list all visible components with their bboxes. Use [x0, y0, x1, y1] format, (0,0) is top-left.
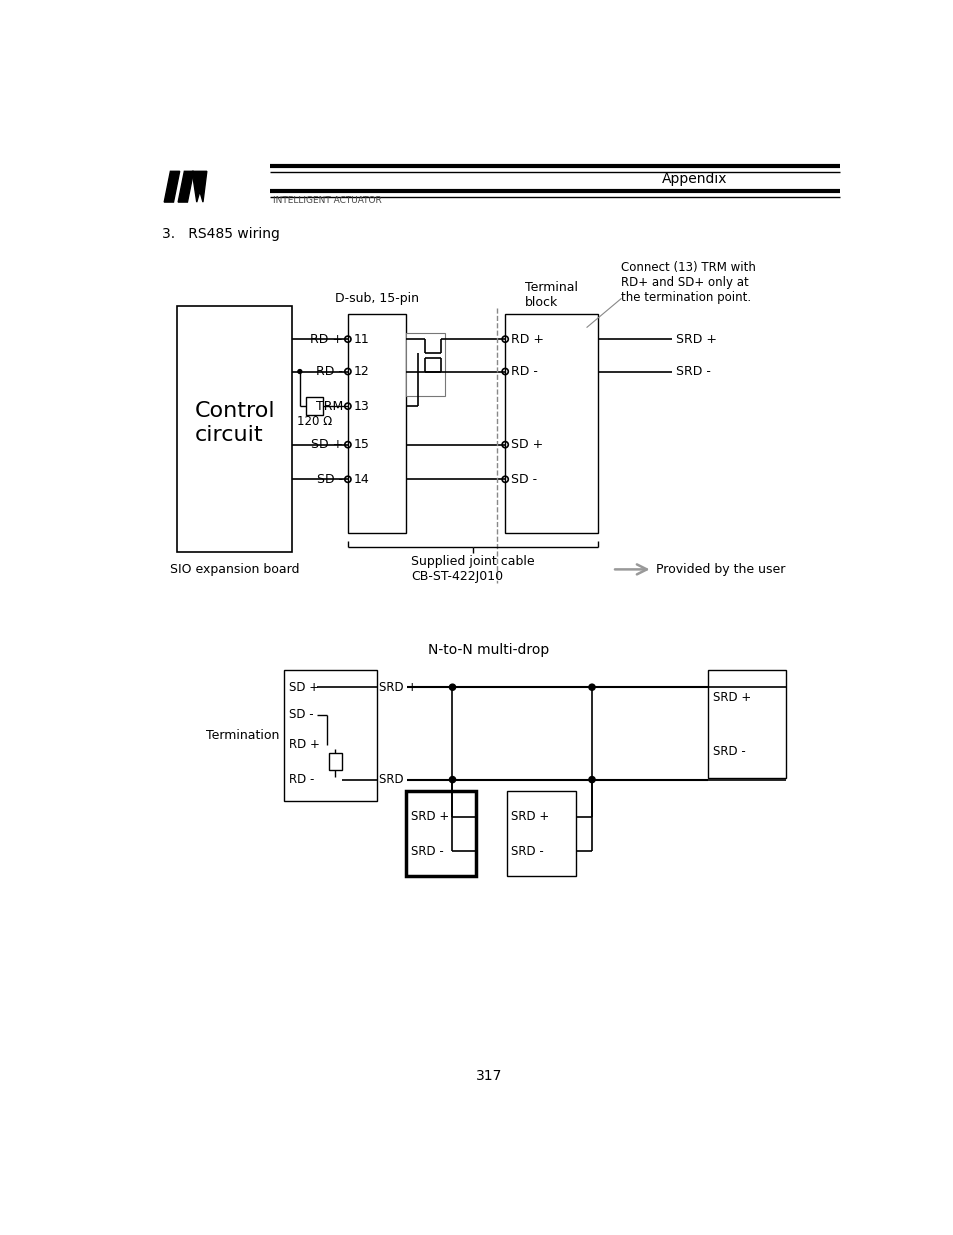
Text: 120 Ω: 120 Ω	[296, 415, 332, 429]
Text: Provided by the user: Provided by the user	[656, 563, 785, 576]
Bar	[329, 752, 341, 769]
Text: SRD +: SRD +	[675, 332, 716, 346]
Text: RD -: RD -	[511, 366, 537, 378]
Text: RD +: RD +	[289, 739, 319, 751]
Text: D-sub, 15-pin: D-sub, 15-pin	[335, 291, 418, 305]
Bar	[406, 333, 444, 396]
Text: SD -: SD -	[511, 473, 537, 485]
Text: 14: 14	[354, 473, 370, 485]
Circle shape	[588, 684, 595, 690]
Bar	[284, 671, 377, 802]
Text: N-to-N multi-drop: N-to-N multi-drop	[428, 643, 549, 657]
Text: 12: 12	[354, 366, 370, 378]
Text: 13: 13	[354, 400, 370, 412]
Circle shape	[297, 369, 301, 373]
Text: RD -: RD -	[316, 366, 343, 378]
Text: INTELLIGENT ACTUATOR: INTELLIGENT ACTUATOR	[273, 196, 381, 205]
Text: Control
circuit: Control circuit	[194, 401, 274, 445]
Bar	[406, 792, 476, 876]
Polygon shape	[164, 172, 179, 203]
Text: TRM: TRM	[315, 400, 343, 412]
Text: 15: 15	[354, 438, 370, 451]
Circle shape	[588, 777, 595, 783]
Text: SRD -: SRD -	[712, 745, 745, 757]
Circle shape	[449, 684, 456, 690]
Text: SD +: SD +	[311, 438, 343, 451]
Bar	[348, 314, 406, 534]
Text: RD -: RD -	[289, 773, 314, 787]
Text: 11: 11	[354, 332, 370, 346]
Text: SRD +: SRD +	[511, 810, 549, 823]
Text: Connect (13) TRM with
RD+ and SD+ only at
the termination point.: Connect (13) TRM with RD+ and SD+ only a…	[620, 262, 756, 305]
Text: SD +: SD +	[289, 680, 318, 694]
Text: 317: 317	[476, 1070, 501, 1083]
Text: SD -: SD -	[289, 709, 314, 721]
Text: SRD -: SRD -	[675, 366, 710, 378]
Polygon shape	[178, 172, 193, 203]
Text: Appendix: Appendix	[661, 172, 726, 186]
Text: RD +: RD +	[511, 332, 544, 346]
Text: Termination: Termination	[206, 729, 279, 742]
Text: SIO expansion board: SIO expansion board	[170, 563, 299, 576]
Text: Supplied joint cable
CB-ST-422J010: Supplied joint cable CB-ST-422J010	[411, 555, 535, 583]
Circle shape	[449, 777, 456, 783]
Text: SRD +: SRD +	[410, 810, 449, 823]
Polygon shape	[192, 172, 207, 203]
Text: SD +: SD +	[511, 438, 543, 451]
Bar	[306, 396, 323, 415]
Text: SRD -: SRD -	[410, 845, 443, 858]
Bar	[707, 671, 785, 778]
Bar	[177, 306, 292, 552]
Text: RD +: RD +	[310, 332, 343, 346]
Text: SD -: SD -	[316, 473, 343, 485]
Text: SRD +: SRD +	[378, 680, 416, 694]
Text: 3.   RS485 wiring: 3. RS485 wiring	[162, 227, 279, 241]
Text: SRD +: SRD +	[712, 690, 750, 704]
Bar	[505, 314, 598, 534]
Bar	[506, 792, 576, 876]
Text: SRD -: SRD -	[511, 845, 543, 858]
Text: Terminal
block: Terminal block	[525, 280, 578, 309]
Text: SRD -: SRD -	[378, 773, 411, 787]
